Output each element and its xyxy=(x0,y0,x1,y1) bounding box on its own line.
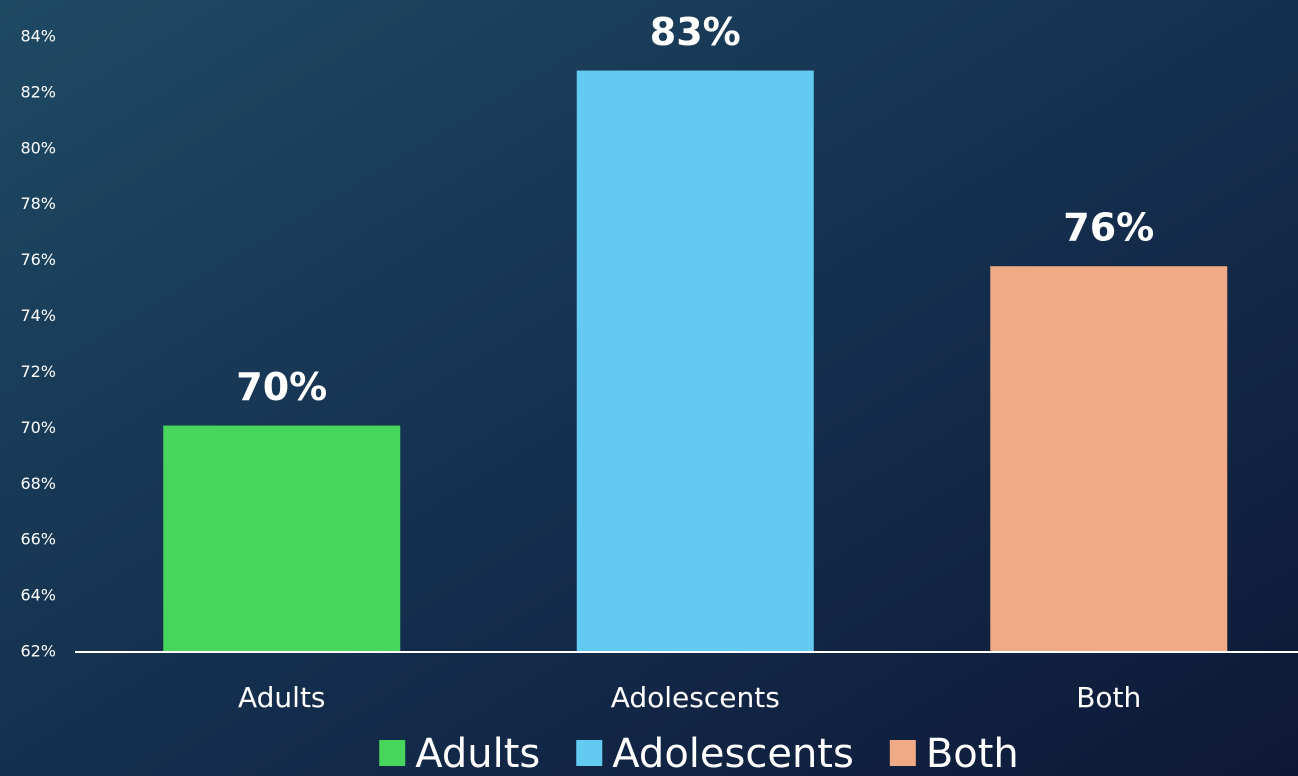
y-tick-label: 78% xyxy=(20,194,56,213)
x-tick-label: Both xyxy=(1076,681,1141,714)
bar xyxy=(990,266,1228,652)
y-tick-label: 76% xyxy=(20,250,56,269)
y-tick-label: 64% xyxy=(20,586,56,605)
y-tick-label: 72% xyxy=(20,362,56,381)
x-tick-label: Adolescents xyxy=(611,681,780,714)
y-tick-label: 80% xyxy=(20,138,56,157)
legend-swatch xyxy=(576,740,603,766)
y-tick-label: 70% xyxy=(20,418,56,437)
legend-label: Adolescents xyxy=(612,731,854,776)
legend-swatch xyxy=(379,740,406,766)
x-tick-label: Adults xyxy=(238,681,326,714)
y-tick-label: 82% xyxy=(20,82,56,101)
y-tick-label: 84% xyxy=(20,27,56,46)
data-label: 83% xyxy=(650,10,741,54)
data-label: 70% xyxy=(236,365,327,409)
legend-label: Adults xyxy=(415,731,540,776)
y-tick-label: 66% xyxy=(20,530,56,549)
bar xyxy=(576,70,814,652)
y-tick-label: 74% xyxy=(20,306,56,325)
y-tick-label: 62% xyxy=(20,642,56,661)
legend-swatch xyxy=(889,740,916,766)
legend-label: Both xyxy=(926,731,1019,776)
bar xyxy=(163,425,401,652)
data-label: 76% xyxy=(1063,206,1154,250)
y-tick-label: 68% xyxy=(20,474,56,493)
